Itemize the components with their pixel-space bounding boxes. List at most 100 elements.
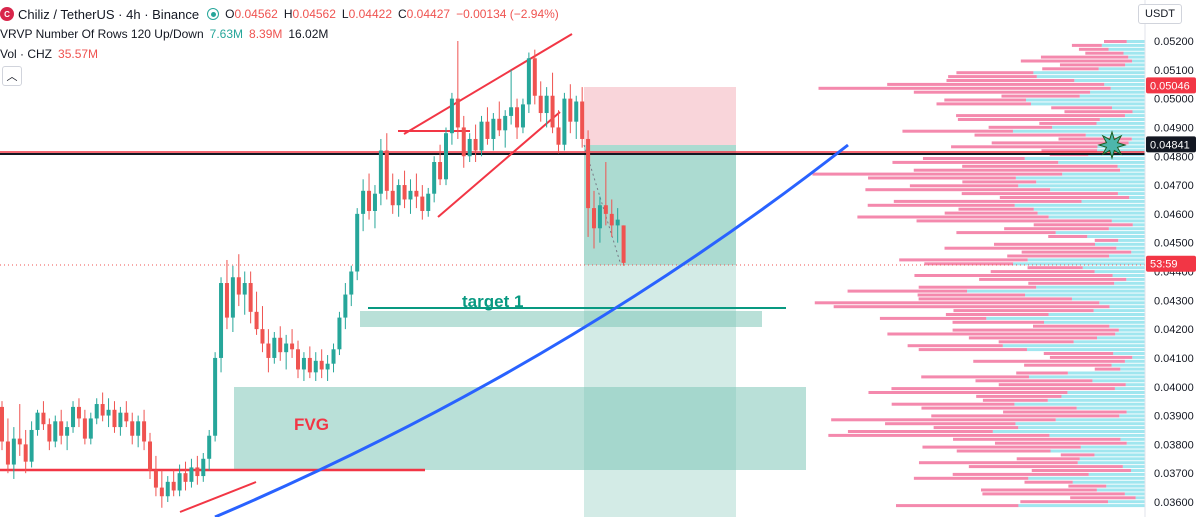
vp-up-bar xyxy=(1108,47,1145,51)
vp-up-bar xyxy=(1018,184,1145,188)
candle-body xyxy=(325,363,330,370)
candle-body xyxy=(396,185,401,206)
vp-down-bar xyxy=(892,160,1059,164)
vp-up-bar xyxy=(1096,121,1145,125)
vp-up-bar xyxy=(1101,43,1145,47)
candle-body xyxy=(532,58,537,96)
vp-down-bar xyxy=(1040,55,1129,59)
vp-up-bar xyxy=(1117,192,1145,196)
vrvp-up-value: 7.63M xyxy=(209,27,244,41)
volume-label: Vol · CHZ xyxy=(0,47,53,61)
candle-body xyxy=(568,98,573,122)
vp-down-bar xyxy=(865,188,1051,192)
vp-up-bar xyxy=(1114,281,1145,285)
candle-body xyxy=(124,412,129,422)
vp-down-bar xyxy=(958,207,1034,211)
stop-loss-zone[interactable] xyxy=(584,87,736,145)
fvg-label: FVG xyxy=(294,415,329,434)
vp-down-bar xyxy=(952,320,1045,324)
candle-body xyxy=(213,357,218,436)
target-zone[interactable] xyxy=(360,311,762,327)
vp-up-bar xyxy=(1111,219,1145,223)
vp-up-bar xyxy=(1076,406,1145,410)
vp-down-bar xyxy=(973,359,1125,363)
candle-body xyxy=(473,138,478,151)
candle-body xyxy=(408,190,413,200)
candle-body xyxy=(580,101,585,139)
vp-down-bar xyxy=(998,340,1074,344)
candle-body xyxy=(301,357,306,370)
candle-body xyxy=(266,343,271,358)
candle-body xyxy=(153,470,158,488)
candle-body xyxy=(509,107,514,116)
vp-up-bar xyxy=(1110,86,1145,90)
candle-body xyxy=(219,283,224,358)
price-tick-label: 0.03700 xyxy=(1154,468,1194,480)
vp-down-bar xyxy=(913,168,1121,172)
vp-up-bar xyxy=(1128,55,1145,59)
vp-down-bar xyxy=(833,305,1110,309)
vp-down-bar xyxy=(913,476,1029,480)
vp-up-bar xyxy=(1048,215,1145,219)
vp-down-bar xyxy=(994,441,1127,445)
vp-up-bar xyxy=(1028,476,1145,480)
candle-body xyxy=(438,162,443,180)
candle-body xyxy=(544,95,549,114)
candle-body xyxy=(272,337,277,358)
candle-body xyxy=(17,438,22,445)
vp-up-bar xyxy=(1097,149,1145,153)
vp-up-bar xyxy=(1027,258,1145,262)
small-trend-line[interactable] xyxy=(179,481,257,513)
vp-up-bar xyxy=(1050,449,1145,453)
candle-body xyxy=(526,58,531,105)
vp-up-bar xyxy=(992,430,1145,433)
fvg-zone[interactable] xyxy=(234,387,806,470)
vp-down-bar xyxy=(1085,51,1124,55)
vrvp-row[interactable]: VRVP Number Of Rows 120 Up/Down 7.63M 8.… xyxy=(0,24,334,44)
price-tick-label: 0.05000 xyxy=(1154,94,1194,106)
vp-up-bar xyxy=(1120,437,1145,441)
vp-down-bar xyxy=(968,465,1123,469)
candle-body xyxy=(106,409,111,416)
take-profit-zone[interactable] xyxy=(584,145,736,265)
candle-body xyxy=(497,118,502,131)
candle-body xyxy=(159,487,164,497)
candle-body xyxy=(621,225,626,263)
channel-upper-line[interactable] xyxy=(403,33,573,135)
vp-down-bar xyxy=(1068,484,1107,488)
vp-up-bar xyxy=(1124,359,1145,363)
channel-lower-line[interactable] xyxy=(437,111,561,218)
candle-body xyxy=(100,404,105,416)
candle-body xyxy=(461,127,466,157)
price-tick-label: 0.04700 xyxy=(1154,180,1194,192)
vp-up-bar xyxy=(1028,375,1145,379)
vp-down-bar xyxy=(990,270,1095,274)
price-tick-label: 0.04900 xyxy=(1154,122,1194,134)
currency-button[interactable]: USDT xyxy=(1138,4,1182,24)
market-status-icon[interactable] xyxy=(207,8,220,20)
candle-body xyxy=(550,95,555,128)
low-value: 0.04422 xyxy=(348,7,392,21)
parabolic-curve[interactable] xyxy=(214,143,849,517)
volume-row[interactable]: Vol · CHZ 35.57M xyxy=(0,44,104,64)
vp-up-bar xyxy=(1079,94,1145,98)
candle-body xyxy=(586,138,591,209)
vp-down-bar xyxy=(1058,137,1132,141)
vp-down-bar xyxy=(1028,281,1115,285)
star-marker-icon[interactable] xyxy=(1097,130,1127,160)
vp-up-bar xyxy=(1015,176,1145,180)
candle-body xyxy=(53,421,58,442)
vp-down-bar xyxy=(887,332,1116,336)
high-value: 0.04562 xyxy=(292,7,336,21)
vp-up-bar xyxy=(1044,320,1145,324)
vp-up-bar xyxy=(1113,352,1145,355)
candle-body xyxy=(319,360,324,370)
vp-down-bar xyxy=(1094,367,1121,371)
vp-up-bar xyxy=(1124,114,1145,118)
symbol-title[interactable]: Chiliz / TetherUS · 4h · Binance xyxy=(18,6,200,22)
candle-body xyxy=(313,360,318,373)
vp-down-bar xyxy=(907,344,1003,348)
vp-up-bar xyxy=(1012,129,1145,133)
candle-body xyxy=(59,421,64,436)
